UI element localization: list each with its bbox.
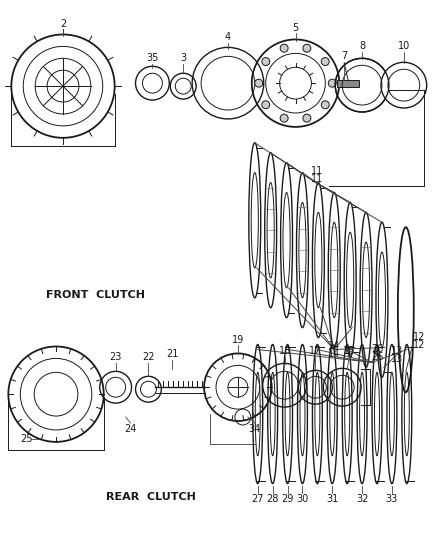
Text: 26: 26 [371,344,383,354]
Text: 22: 22 [142,352,155,362]
Text: 32: 32 [356,494,368,504]
Text: 15: 15 [343,346,355,357]
Text: 17: 17 [309,346,321,357]
Text: 2: 2 [60,19,66,29]
Text: 34: 34 [249,424,261,434]
Text: 4: 4 [225,33,231,43]
Text: 26: 26 [371,352,383,362]
Text: REAR  CLUTCH: REAR CLUTCH [106,491,195,502]
Circle shape [280,114,288,122]
Text: 14: 14 [328,342,340,351]
Text: 13: 13 [391,354,403,365]
Text: 28: 28 [266,494,279,504]
Text: 10: 10 [398,42,410,51]
Text: 13: 13 [391,346,403,357]
Text: 33: 33 [386,494,398,504]
Text: 23: 23 [110,352,122,362]
Text: 7: 7 [341,51,347,61]
Circle shape [262,101,270,109]
Text: 14: 14 [328,350,340,359]
Circle shape [303,44,311,52]
Circle shape [262,58,270,66]
Text: 21: 21 [166,350,179,359]
Text: 30: 30 [297,494,309,504]
Circle shape [321,58,329,66]
Text: 25: 25 [20,434,32,444]
Text: 11: 11 [311,174,324,183]
Text: 19: 19 [232,335,244,344]
Text: FRONT  CLUTCH: FRONT CLUTCH [46,290,145,300]
Text: 12: 12 [413,340,425,350]
Text: 5: 5 [293,22,299,33]
Circle shape [328,79,336,87]
Text: 31: 31 [326,494,339,504]
Text: 18: 18 [279,346,291,357]
Text: 8: 8 [359,42,365,51]
Text: 12: 12 [413,332,425,342]
Circle shape [255,79,263,87]
Circle shape [280,44,288,52]
Text: 3: 3 [180,53,186,63]
Text: 27: 27 [251,494,264,504]
Text: 11: 11 [311,166,324,175]
Text: 24: 24 [124,424,137,434]
Circle shape [321,101,329,109]
Text: 29: 29 [281,494,294,504]
Circle shape [303,114,311,122]
Text: 35: 35 [146,53,159,63]
Bar [337,80,359,87]
